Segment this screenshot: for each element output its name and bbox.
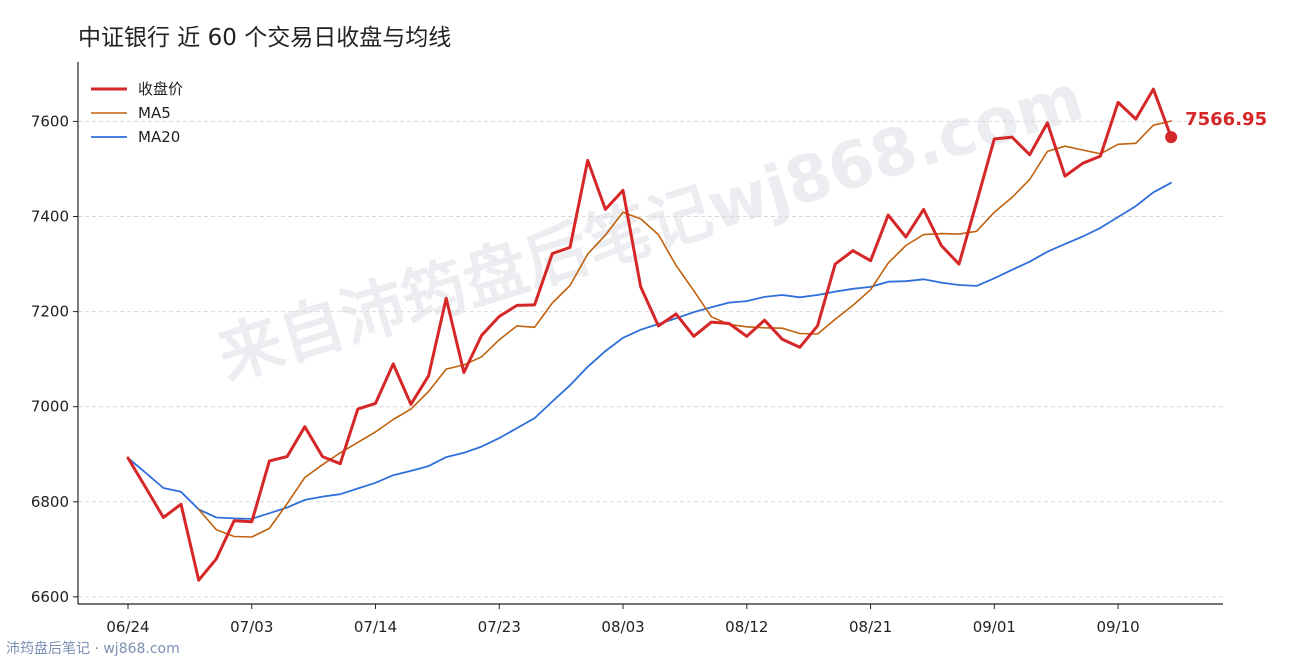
last-close-point [1165,131,1178,144]
y-tick-label: 7400 [31,208,69,226]
x-tick-label: 08/21 [849,618,892,636]
x-tick-label: 09/01 [973,618,1016,636]
series-line-ma20 [127,181,1172,520]
x-tick-label: 06/24 [106,618,149,636]
legend-label: 收盘价 [138,80,183,98]
series-line-ma5 [197,120,1172,538]
y-tick-label: 7000 [31,398,69,416]
last-close-label: 7566.95 [1185,109,1267,130]
x-tick-label: 08/03 [601,618,644,636]
y-tick-label: 7600 [31,112,69,130]
legend-label: MA20 [138,128,180,146]
y-tick-label: 7200 [31,303,69,321]
x-tick-label: 07/03 [230,618,273,636]
footer-credit: 沛筠盘后笔记 · wj868.com [6,641,180,657]
y-tick-label: 6800 [31,493,69,511]
legend-label: MA5 [138,104,171,122]
x-tick-label: 09/10 [1096,618,1139,636]
x-tick-label: 08/12 [725,618,768,636]
y-tick-label: 6600 [31,588,69,606]
x-tick-label: 07/14 [354,618,397,636]
series-line-close [126,87,1173,582]
chart-title: 中证银行 近 60 个交易日收盘与均线 [78,25,452,51]
x-tick-label: 07/23 [478,618,521,636]
